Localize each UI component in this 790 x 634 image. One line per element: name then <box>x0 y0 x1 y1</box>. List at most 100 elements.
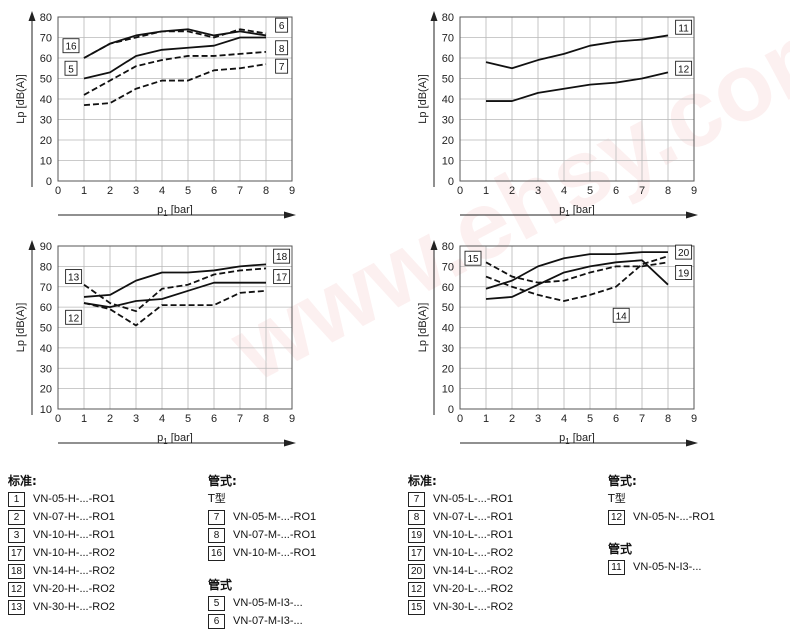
series-label-13: 13 <box>68 273 80 284</box>
x-axis-label: p1 [bar] <box>157 204 193 218</box>
legend-item-number: 15 <box>408 599 425 615</box>
legend-item-number: 20 <box>408 563 425 579</box>
legend-item: 15 VN-30-L-...-RO2 <box>408 598 513 616</box>
x-axis-arrowhead <box>284 211 296 219</box>
series-line-18 <box>83 263 267 298</box>
legend-item: 12 VN-05-N-...-RO1 <box>608 508 715 526</box>
legend-item-number: 7 <box>408 491 425 507</box>
legend-item: 19 VN-10-L-...-RO1 <box>408 526 513 544</box>
series-label-19: 19 <box>678 268 690 279</box>
legend-subheading: T型 <box>608 492 626 505</box>
legend-item-number: 6 <box>208 613 225 629</box>
series-label-12: 12 <box>68 313 80 324</box>
x-axis-label: p1 [bar] <box>559 432 595 446</box>
y-tick-label: 60 <box>442 282 454 294</box>
legend-item-number: 11 <box>608 559 625 575</box>
legend-item-label: VN-05-N-...-RO1 <box>633 511 715 523</box>
series-line-17 <box>83 281 266 309</box>
y-tick-label: 40 <box>40 94 52 106</box>
x-tick-label: 1 <box>81 413 87 425</box>
x-tick-label: 5 <box>185 185 191 197</box>
y-tick-label: 0 <box>448 176 454 188</box>
series-label-11: 11 <box>678 23 689 34</box>
y-tick-label: 50 <box>40 74 52 86</box>
x-tick-label: 1 <box>81 185 87 197</box>
series-label-14: 14 <box>616 311 628 322</box>
legend-item: 6 VN-07-M-I3-... <box>208 612 316 630</box>
y-tick-label: 10 <box>40 156 52 168</box>
legend-item: 3 VN-10-H-...-RO1 <box>8 526 115 544</box>
series-line-15 <box>485 261 669 284</box>
legend-heading: 管式: <box>608 474 637 488</box>
series-label-7: 7 <box>279 62 285 73</box>
legend-item-label: VN-05-L-...-RO1 <box>433 493 514 505</box>
x-tick-label: 2 <box>509 413 515 425</box>
x-tick-label: 5 <box>587 413 593 425</box>
legend-item-number: 16 <box>208 545 225 561</box>
legend-item-label: VN-30-H-...-RO2 <box>33 601 115 613</box>
legend-item: 13 VN-30-H-...-RO2 <box>8 598 115 616</box>
series-label-box <box>612 307 630 323</box>
y-tick-label: 0 <box>46 176 52 188</box>
series-line-5 <box>83 50 267 96</box>
y-tick-label: 70 <box>442 261 454 273</box>
series-label-20: 20 <box>678 248 690 259</box>
series-line-12 <box>83 289 267 327</box>
legend-standard-l: 标准: 7 VN-05-L-...-RO1 8 VN-07-L-...-RO1 19 VN-… <box>408 472 513 616</box>
y-tick-label: 70 <box>40 282 52 294</box>
x-tick-label: 4 <box>561 185 567 197</box>
series-label-18: 18 <box>276 252 288 263</box>
plot-frame <box>459 245 695 410</box>
x-tick-label: 4 <box>159 413 165 425</box>
x-tick-label: 9 <box>691 185 697 197</box>
y-axis-arrowhead <box>28 240 36 250</box>
legend-item-number: 12 <box>608 509 625 525</box>
y-tick-label: 80 <box>40 12 52 24</box>
x-tick-label: 6 <box>613 185 619 197</box>
y-tick-label: 90 <box>40 241 52 253</box>
y-tick-label: 10 <box>442 156 454 168</box>
legend-item-number: 12 <box>8 581 25 597</box>
chart-1: 0 1 2 3 4 5 6 7 8 9 0 10 20 30 40 50 60 70 80 Lp [dB(A)] p1 … <box>15 11 296 219</box>
series-line-12 <box>486 71 669 102</box>
x-axis-label: p1 [bar] <box>157 432 193 446</box>
legend-subheading: T型 <box>208 492 226 505</box>
legend-item-number: 1 <box>8 491 25 507</box>
legend-tube-m: 管式: T型 7 VN-05-M-...-RO1 8 VN-07-M-...-RO1 16 V… <box>208 472 316 630</box>
x-axis-arrowhead <box>686 211 698 219</box>
legend-heading: 管式 <box>608 542 633 556</box>
series-label-box <box>275 40 289 56</box>
x-tick-label: 0 <box>55 185 61 197</box>
x-tick-label: 8 <box>665 413 671 425</box>
x-tick-label: 2 <box>107 413 113 425</box>
legend-item-number: 3 <box>8 527 25 543</box>
x-tick-label: 1 <box>483 185 489 197</box>
x-tick-label: 9 <box>691 413 697 425</box>
legend-item-number: 12 <box>408 581 425 597</box>
plot-frame <box>459 16 695 182</box>
y-tick-label: 20 <box>40 135 52 147</box>
legend-item: 11 VN-05-N-I3-... <box>608 558 715 576</box>
series-label-16: 16 <box>65 42 77 53</box>
series-label-17: 17 <box>276 273 288 284</box>
x-tick-label: 6 <box>211 413 217 425</box>
series-label-box <box>675 19 693 35</box>
legend-item: 18 VN-14-H-...-RO2 <box>8 562 115 580</box>
x-tick-label: 7 <box>639 413 645 425</box>
legend-item: 16 VN-10-M-...-RO1 <box>208 544 316 562</box>
series-label-8: 8 <box>279 44 285 55</box>
x-tick-label: 3 <box>535 413 541 425</box>
x-tick-label: 8 <box>263 185 269 197</box>
x-tick-label: 3 <box>535 185 541 197</box>
legend-item-label: VN-10-M-...-RO1 <box>233 547 317 559</box>
legend-item-number: 17 <box>408 545 425 561</box>
x-tick-label: 6 <box>211 185 217 197</box>
legend-item-label: VN-05-H-...-RO1 <box>33 493 115 505</box>
series-label-6: 6 <box>279 21 285 32</box>
legend-item-number: 19 <box>408 527 425 543</box>
series-line-16 <box>83 28 267 59</box>
legend-item-label: VN-10-H-...-RO2 <box>33 547 115 559</box>
y-tick-label: 40 <box>40 343 52 355</box>
